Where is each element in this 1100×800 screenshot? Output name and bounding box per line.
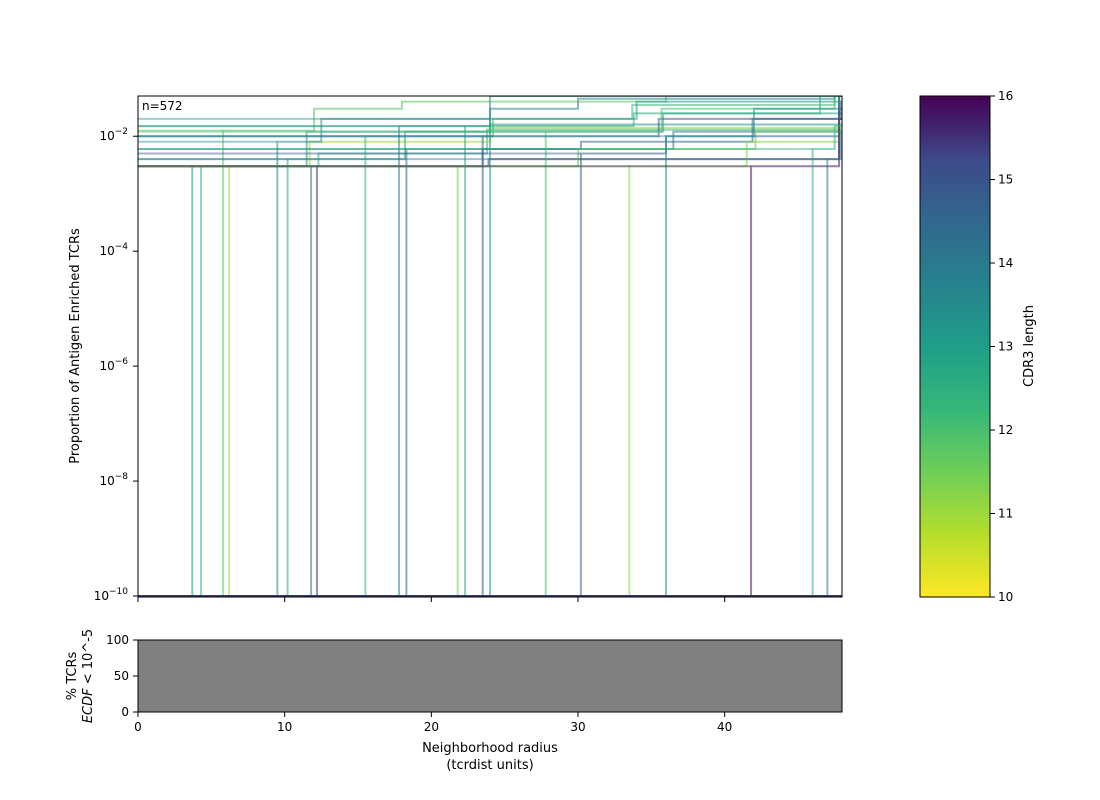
ecdf-series-line xyxy=(138,112,842,597)
threshold-y-tick-label: 50 xyxy=(114,669,129,683)
ecdf-y-tick-label: 10−6 xyxy=(99,357,128,373)
ecdf-series-line xyxy=(138,96,842,597)
colorbar-axis: 10 11 12 13 14 15 16 xyxy=(990,89,1013,604)
threshold-fill-bar xyxy=(138,640,842,712)
threshold-panel: 0 50 100 0 10 20 30 40 % TCRs ECDF < 10^-5 Nei… xyxy=(65,629,843,773)
threshold-y-label-2: ECDF < 10^-5 xyxy=(81,629,96,723)
ecdf-series-line xyxy=(138,117,842,597)
threshold-y-axis: 0 50 100 xyxy=(106,633,138,719)
ecdf-x-axis xyxy=(137,597,726,602)
threshold-x-tick-label: 30 xyxy=(570,720,585,734)
ecdf-y-tick-label: 10−2 xyxy=(99,127,128,143)
colorbar-tick-label: 11 xyxy=(998,507,1013,521)
ecdf-series-line xyxy=(138,96,667,597)
threshold-x-tick-label: 20 xyxy=(424,720,439,734)
colorbar-tick-label: 13 xyxy=(998,340,1013,354)
threshold-x-axis: 0 10 20 30 40 xyxy=(134,712,732,734)
n-annotation: n=572 xyxy=(142,99,183,113)
colorbar-tick-label: 14 xyxy=(998,256,1013,270)
ecdf-series-line xyxy=(138,96,836,597)
ecdf-series-line xyxy=(138,96,841,597)
ecdf-series-line xyxy=(138,96,836,597)
ecdf-series-line xyxy=(138,100,842,597)
colorbar-gradient xyxy=(920,96,990,597)
threshold-y-tick-label: 0 xyxy=(121,705,129,719)
colorbar: 10 11 12 13 14 15 16 CDR3 length xyxy=(919,89,1037,604)
threshold-x-tick-label: 10 xyxy=(277,720,292,734)
ecdf-frame xyxy=(137,95,843,598)
ecdf-series-line xyxy=(138,130,842,597)
ecdf-y-tick-label: 10−4 xyxy=(99,242,128,258)
x-axis-label-units: (tcrdist units) xyxy=(446,758,533,773)
colorbar-tick-label: 10 xyxy=(998,590,1013,604)
colorbar-tick-label: 16 xyxy=(998,89,1013,103)
ecdf-series-group xyxy=(138,96,842,597)
colorbar-label: CDR3 length xyxy=(1022,305,1037,387)
ecdf-series-line xyxy=(138,96,841,597)
threshold-x-tick-label: 40 xyxy=(717,720,732,734)
x-axis-label: Neighborhood radius xyxy=(422,741,558,756)
threshold-y-tick-label: 100 xyxy=(106,633,129,647)
colorbar-tick-label: 12 xyxy=(998,423,1013,437)
colorbar-tick-label: 15 xyxy=(998,173,1013,187)
threshold-y-label: % TCRs xyxy=(65,651,80,700)
ecdf-panel: n=572 10−2 10−4 10−6 10−8 10−10 Proportion o… xyxy=(68,95,843,603)
ecdf-y-label: Proportion of Antigen Enriched TCRs xyxy=(68,228,83,464)
ecdf-y-tick-label: 10−10 xyxy=(94,587,129,603)
ecdf-y-axis: 10−2 10−4 10−6 10−8 10−10 xyxy=(94,127,138,603)
ecdf-y-tick-label: 10−8 xyxy=(99,472,128,488)
threshold-x-tick-label: 0 xyxy=(134,720,142,734)
